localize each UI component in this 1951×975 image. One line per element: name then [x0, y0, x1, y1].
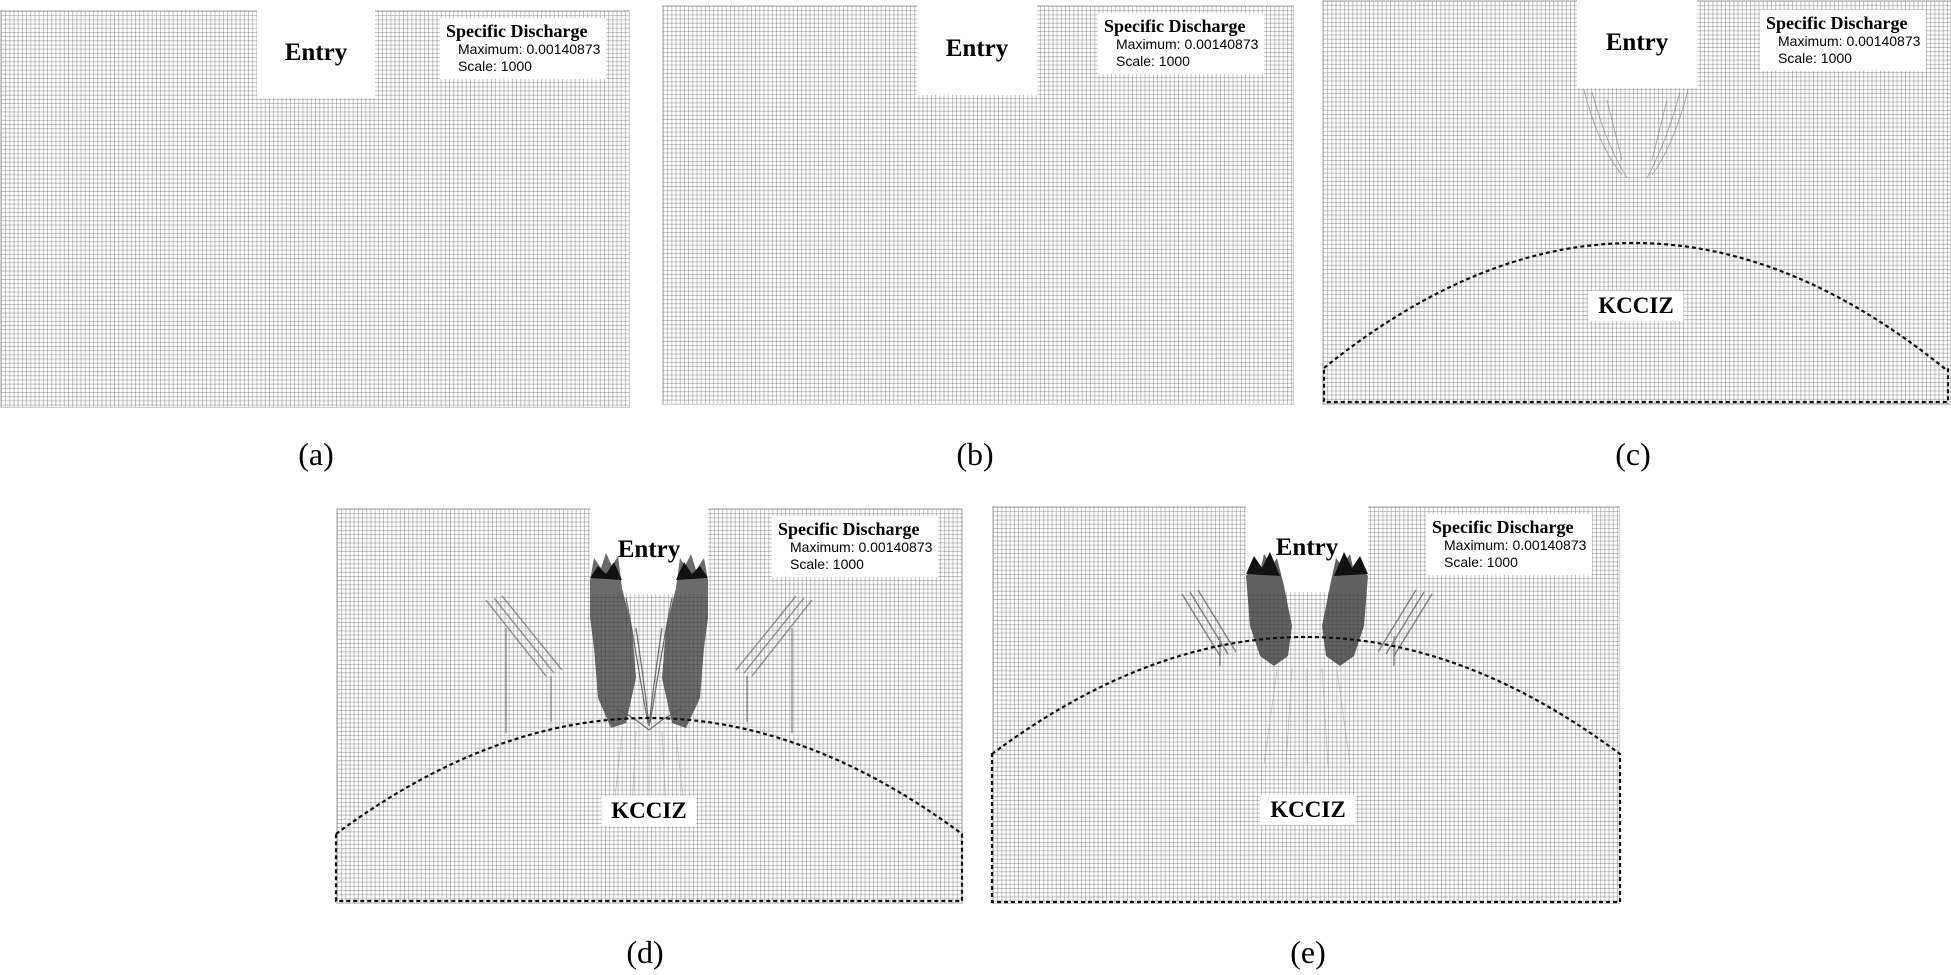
panel-a: Entry Specific Discharge Maximum: 0.0014…	[0, 8, 630, 408]
legend-scale: Scale: 1000	[1444, 554, 1518, 570]
legend-title: Specific Discharge	[1766, 13, 1908, 33]
legend-maximum: Maximum: 0.00140873	[458, 41, 601, 57]
entry-opening: Entry	[1577, 0, 1697, 88]
caption-b: (b)	[956, 436, 994, 472]
kcciz-label: KCCIZ	[1588, 291, 1684, 321]
legend-scale: Scale: 1000	[1116, 53, 1190, 69]
entry-label: Entry	[284, 39, 348, 66]
entry-label: Entry	[1605, 29, 1669, 56]
caption-e: (e)	[1290, 934, 1326, 970]
panel-d: Entry Specific Discharge Maximum: 0.0014…	[334, 506, 964, 904]
legend: Specific Discharge Maximum: 0.00140873 S…	[1098, 13, 1265, 74]
legend-scale: Scale: 1000	[1778, 50, 1852, 66]
panel-c: Entry Specific Discharge Maximum: 0.0014…	[1322, 0, 1951, 405]
caption-c: (c)	[1615, 436, 1651, 472]
legend: Specific Discharge Maximum: 0.00140873 S…	[1426, 514, 1593, 575]
caption-d: (d)	[626, 934, 664, 970]
legend-title: Specific Discharge	[1432, 517, 1574, 537]
flow-overlay	[1322, 89, 1950, 404]
legend-title: Specific Discharge	[778, 519, 920, 539]
legend-scale: Scale: 1000	[458, 58, 532, 74]
legend: Specific Discharge Maximum: 0.00140873 S…	[440, 18, 607, 79]
legend-maximum: Maximum: 0.00140873	[1778, 33, 1921, 49]
caption-a: (a)	[298, 436, 334, 472]
flow-overlay	[334, 553, 964, 903]
legend-title: Specific Discharge	[1104, 16, 1246, 36]
entry-opening: Entry	[257, 8, 375, 98]
legend-title: Specific Discharge	[446, 21, 588, 41]
entry-label: Entry	[945, 35, 1009, 62]
panel-e: Entry Specific Discharge Maximum: 0.0014…	[990, 504, 1622, 904]
flow-vectors	[1583, 89, 1689, 179]
legend: Specific Discharge Maximum: 0.00140873 S…	[1760, 10, 1927, 71]
kcciz-boundary	[990, 635, 1622, 904]
entry-label: Entry	[617, 536, 681, 563]
legend-maximum: Maximum: 0.00140873	[1116, 36, 1259, 52]
entry-opening: Entry	[917, 3, 1037, 95]
flow-vectors	[1181, 552, 1433, 767]
legend-maximum: Maximum: 0.00140873	[790, 539, 933, 555]
flow-overlay	[990, 552, 1622, 904]
kcciz-label: KCCIZ	[1260, 795, 1356, 825]
kcciz-boundary	[1322, 241, 1950, 404]
kcciz-label: KCCIZ	[601, 796, 697, 826]
entry-label: Entry	[1275, 534, 1339, 561]
legend: Specific Discharge Maximum: 0.00140873 S…	[772, 516, 939, 577]
panel-b: Entry Specific Discharge Maximum: 0.0014…	[662, 3, 1294, 405]
flow-vectors	[485, 553, 813, 809]
legend-maximum: Maximum: 0.00140873	[1444, 537, 1587, 553]
legend-scale: Scale: 1000	[790, 556, 864, 572]
kcciz-boundary	[334, 717, 964, 903]
